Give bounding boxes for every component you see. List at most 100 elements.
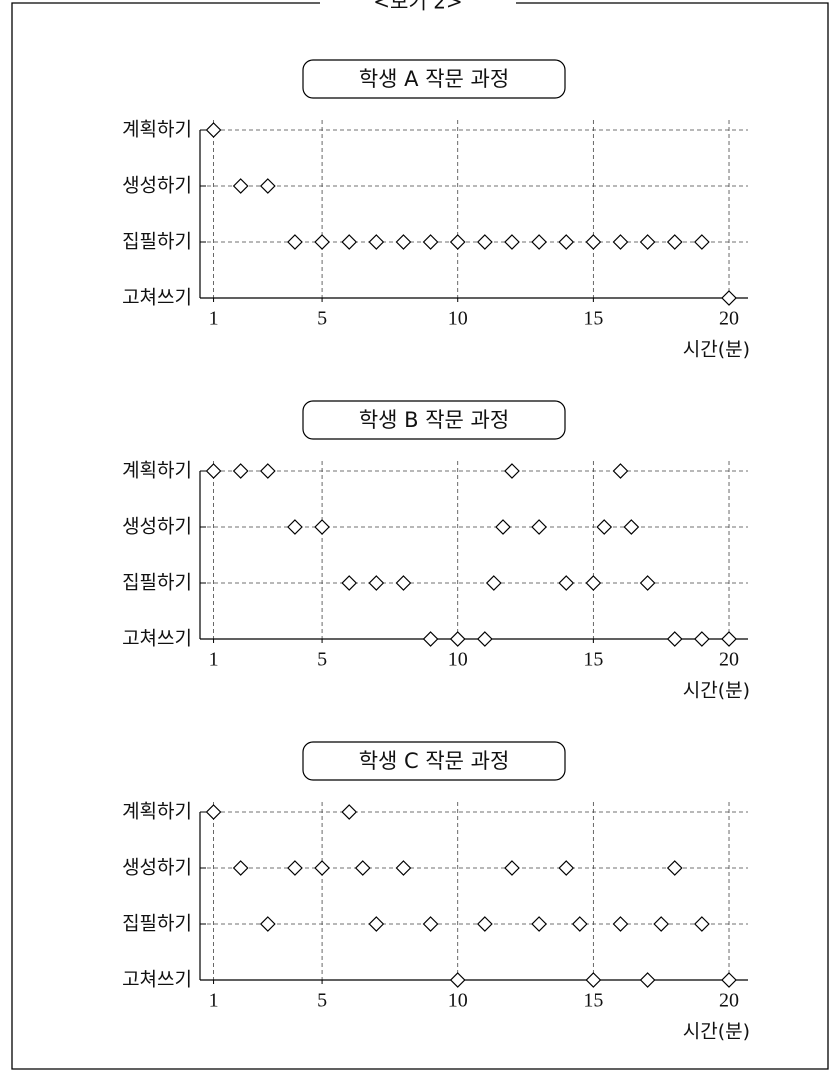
data-point	[287, 519, 303, 535]
data-point	[596, 519, 613, 535]
y-tick-label: 고쳐쓰기	[122, 287, 192, 309]
data-point	[694, 631, 710, 647]
x-axis-label: 시간(분)	[683, 1021, 750, 1043]
data-point	[205, 463, 222, 479]
data-point	[477, 631, 493, 647]
data-point	[666, 234, 683, 250]
data-point	[612, 463, 629, 479]
data-point	[666, 631, 683, 647]
chart-title: 학생 A 작문 과정	[359, 67, 509, 91]
data-point	[422, 234, 439, 250]
data-point	[531, 234, 547, 250]
data-point	[395, 860, 412, 876]
data-point	[449, 631, 466, 647]
data-point	[558, 860, 575, 876]
title-box	[302, 741, 566, 781]
data-point	[287, 860, 303, 876]
x-tick-label: 15	[583, 649, 603, 671]
data-point	[449, 972, 466, 988]
data-point	[504, 463, 520, 479]
x-tick-label: 15	[583, 990, 603, 1012]
data-point	[232, 463, 249, 479]
data-point	[232, 860, 249, 876]
data-point	[287, 234, 303, 250]
data-point	[314, 860, 330, 876]
data-point	[259, 463, 276, 479]
y-tick-label: 생성하기	[122, 516, 192, 538]
data-point	[504, 234, 520, 250]
data-point	[368, 234, 385, 250]
data-point	[395, 234, 412, 250]
data-point	[585, 972, 602, 988]
data-point	[495, 519, 511, 535]
y-tick-label: 고쳐쓰기	[122, 628, 192, 650]
data-point	[666, 860, 683, 876]
y-tick-label: 집필하기	[122, 572, 192, 594]
data-point	[558, 234, 575, 250]
x-tick-label: 5	[317, 649, 327, 671]
data-point	[354, 860, 371, 876]
data-point	[259, 916, 276, 932]
data-point	[639, 234, 656, 250]
data-point	[314, 519, 330, 535]
data-point	[259, 178, 276, 194]
data-point	[585, 234, 602, 250]
x-tick-label: 10	[448, 308, 468, 330]
y-tick-label: 계획하기	[122, 119, 192, 141]
title-box	[302, 59, 566, 99]
data-point	[721, 290, 737, 306]
x-tick-label: 10	[448, 990, 468, 1012]
data-point	[368, 575, 385, 591]
data-point	[558, 575, 575, 591]
data-point	[653, 916, 670, 932]
data-point	[341, 575, 358, 591]
data-point	[623, 519, 640, 535]
y-tick-label: 계획하기	[122, 460, 192, 482]
data-point	[585, 575, 602, 591]
data-point	[694, 234, 710, 250]
y-tick-label: 생성하기	[122, 175, 192, 197]
y-tick-label: 집필하기	[122, 913, 192, 935]
x-tick-label: 20	[719, 308, 739, 330]
data-point	[485, 575, 502, 591]
chart-title: 학생 C 작문 과정	[359, 749, 510, 773]
data-point	[341, 234, 358, 250]
x-tick-label: 15	[583, 308, 603, 330]
x-tick-label: 5	[317, 308, 327, 330]
x-tick-label: 10	[448, 649, 468, 671]
frame-title: <보기 2>	[373, 0, 462, 14]
data-point	[571, 916, 588, 932]
y-tick-label: 생성하기	[122, 857, 192, 879]
x-axis-label: 시간(분)	[683, 339, 750, 361]
y-tick-label: 고쳐쓰기	[122, 969, 192, 991]
data-point	[449, 234, 466, 250]
data-point	[612, 234, 629, 250]
data-point	[721, 972, 737, 988]
data-point	[639, 575, 656, 591]
data-point	[721, 631, 737, 647]
x-tick-label: 1	[209, 308, 219, 330]
data-point	[531, 519, 547, 535]
data-point	[531, 916, 547, 932]
data-point	[368, 916, 385, 932]
x-tick-label: 1	[209, 649, 219, 671]
data-point	[232, 178, 249, 194]
data-point	[504, 860, 520, 876]
title-box	[302, 400, 566, 440]
data-point	[205, 804, 222, 820]
data-point	[205, 122, 222, 138]
y-tick-label: 계획하기	[122, 801, 192, 823]
data-point	[422, 631, 439, 647]
data-point	[612, 916, 629, 932]
x-axis-label: 시간(분)	[683, 680, 750, 702]
x-tick-label: 20	[719, 990, 739, 1012]
x-tick-label: 1	[209, 990, 219, 1012]
data-point	[314, 234, 330, 250]
data-point	[477, 234, 493, 250]
x-tick-label: 5	[317, 990, 327, 1012]
chart-title: 학생 B 작문 과정	[359, 408, 509, 432]
x-tick-label: 20	[719, 649, 739, 671]
data-point	[477, 916, 493, 932]
data-point	[694, 916, 710, 932]
